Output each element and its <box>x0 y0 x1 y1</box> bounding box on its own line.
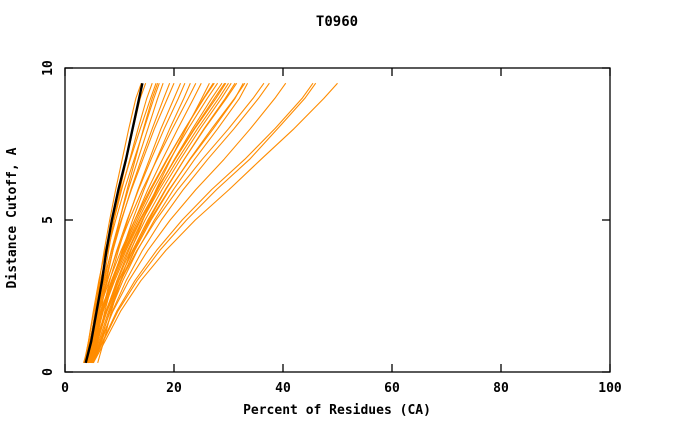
x-tick-label: 60 <box>384 381 400 396</box>
model-curve <box>86 82 186 364</box>
highlight-curve <box>84 82 144 364</box>
y-tick-label: 0 <box>41 368 56 376</box>
model-curve <box>87 82 244 364</box>
axis-ticks: 0 20 40 60 80 100 0 5 10 <box>41 60 622 396</box>
model-curve <box>90 82 287 364</box>
chart-title: T0960 <box>316 14 358 30</box>
model-curve <box>85 82 214 364</box>
model-curve <box>92 82 338 364</box>
model-curve <box>86 82 229 364</box>
model-curve <box>91 82 246 364</box>
x-tick-label: 80 <box>493 381 509 396</box>
y-tick-label: 5 <box>41 216 56 224</box>
model-curve <box>92 82 317 364</box>
plot-border <box>64 67 611 373</box>
plot-frame <box>64 67 611 373</box>
series-lines <box>83 82 338 364</box>
model-curve <box>91 82 314 364</box>
x-tick-label: 100 <box>598 381 622 396</box>
x-tick-label: 0 <box>61 381 69 396</box>
y-axis-label: Distance Cutoff, A <box>5 147 20 288</box>
x-tick-label: 20 <box>166 381 182 396</box>
x-tick-label: 40 <box>275 381 291 396</box>
model-curve <box>91 82 249 364</box>
model-curve <box>89 82 238 364</box>
x-axis-label: Percent of Residues (CA) <box>243 403 431 418</box>
y-tick-label: 10 <box>41 60 56 76</box>
model-curve <box>88 82 171 363</box>
